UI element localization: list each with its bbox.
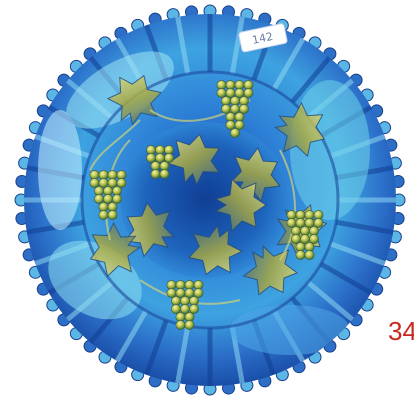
grape (103, 194, 112, 203)
grape (194, 288, 203, 297)
grape (189, 304, 198, 313)
grape (160, 169, 169, 178)
grape (185, 288, 194, 297)
grape (151, 169, 160, 178)
grape (164, 153, 173, 162)
carnival-glass-plate (15, 5, 405, 395)
grape (180, 304, 189, 313)
grape (291, 234, 300, 243)
grape (99, 210, 108, 219)
grape (217, 88, 226, 97)
grape (94, 194, 103, 203)
grape (221, 104, 230, 113)
grape (108, 210, 117, 219)
grape (235, 120, 244, 129)
grape (300, 234, 309, 243)
grape (171, 304, 180, 313)
grape (108, 178, 117, 187)
grape (309, 234, 318, 243)
grape (117, 178, 126, 187)
grape (305, 218, 314, 227)
grape (296, 250, 305, 259)
grape (167, 288, 176, 297)
grape (314, 218, 323, 227)
grape (235, 88, 244, 97)
grape (244, 88, 253, 97)
grape (176, 288, 185, 297)
grape (226, 120, 235, 129)
grape (230, 104, 239, 113)
lot-number: 34 (388, 318, 414, 344)
grape (146, 153, 155, 162)
grape (155, 153, 164, 162)
grape (305, 250, 314, 259)
grape (176, 320, 185, 329)
grape (112, 194, 121, 203)
grape (230, 128, 239, 137)
grape (287, 218, 296, 227)
grape (185, 320, 194, 329)
grape (296, 218, 305, 227)
grape (226, 88, 235, 97)
grape (90, 178, 99, 187)
grape (99, 178, 108, 187)
grape (239, 104, 248, 113)
